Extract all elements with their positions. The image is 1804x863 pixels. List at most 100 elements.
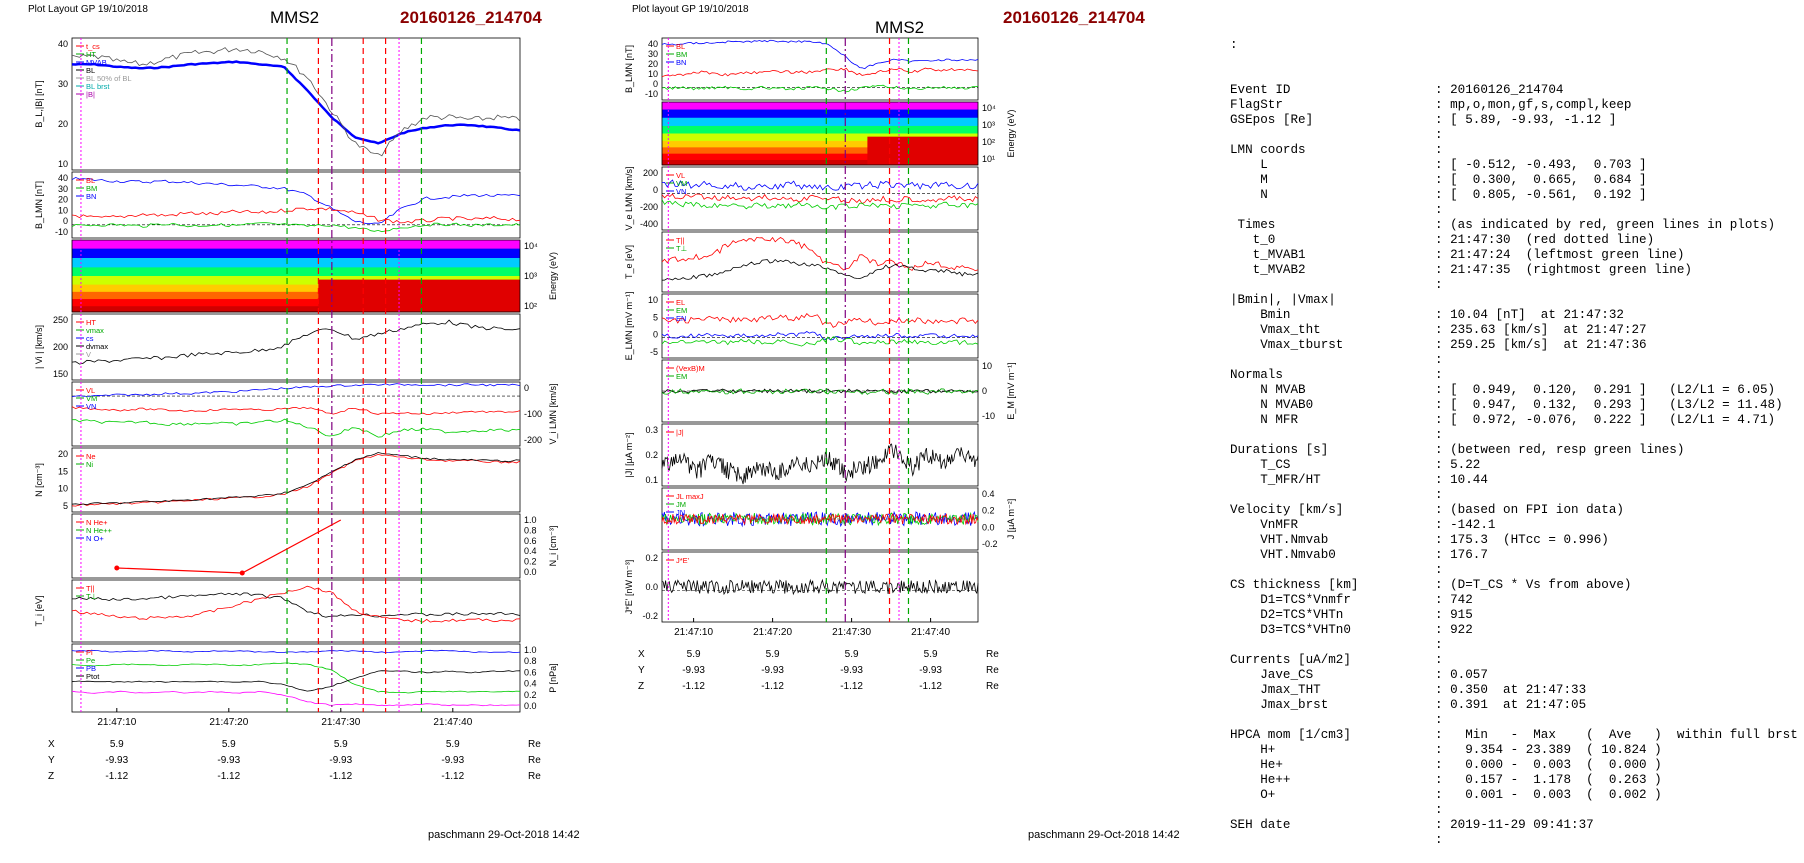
legend-label: VM [86,394,97,403]
summary-row: t_0: 21:47:30 (red dotted line) [1230,233,1804,248]
summary-key: He++ [1230,773,1291,787]
position-unit: Re [528,755,541,766]
summary-value: : 176.7 [1435,548,1488,562]
summary-top-marker: : [1230,38,1238,52]
series-line [71,222,521,233]
summary-row: D1=TCS*Vnmfr: 742 [1230,593,1804,608]
spectrogram-band [662,109,978,119]
position-unit: Re [528,771,541,782]
summary-value: : 21:47:30 (red dotted line) [1435,233,1655,247]
y-tick-label: 10¹ [982,154,995,164]
position-unit: Re [986,649,999,660]
summary-row: Velocity [km/s]: (based on FPI ion data) [1230,503,1804,518]
y-axis-label: N_i [cm⁻³] [548,526,558,567]
series-line [661,67,979,77]
middle-panel-8: 0.2 0.0 -0.2 J*E' [nW m⁻³] J*E' [624,551,979,623]
summary-row: : [1230,488,1804,503]
summary-value: : 0.057 [1435,668,1488,682]
summary-value: : [ 0.947, 0.132, 0.293 ] (L3/L2 = 11.48… [1435,398,1783,412]
summary-key: T_MFR/HT [1230,473,1321,487]
summary-key: FlagStr [1230,98,1283,112]
summary-key: LMN coords [1230,143,1306,157]
middle-footer: paschmann 29-Oct-2018 14:42 [1028,829,1180,841]
panel-frame [71,313,521,381]
series-line [661,39,979,70]
summary-key: Jmax_THT [1230,683,1321,697]
y-tick-label: 15 [58,466,68,476]
y-tick-label: 0.2 [645,450,658,460]
y-tick-label: -10 [982,411,995,421]
position-value: -1.12 [441,771,464,782]
series-line [661,236,979,272]
position-value: -1.12 [329,771,352,782]
summary-key: N [1230,188,1268,202]
summary-key: Vmax_tburst [1230,338,1344,352]
summary-value: : [1435,488,1443,502]
middle-event-id: 20160126_214704 [1003,8,1145,27]
spectrogram-band [72,258,520,268]
summary-row: N MVAB: [ 0.949, 0.120, 0.291 ] (L2/L1 =… [1230,383,1804,398]
y-tick-label: 0 [982,386,987,396]
y-tick-label: 0.2 [982,506,995,516]
position-unit: Re [986,665,999,676]
summary-row: t_MVAB2: 21:47:35 (rightmost green line) [1230,263,1804,278]
summary-key: H+ [1230,743,1276,757]
legend-label: T⊥ [86,592,98,601]
y-axis-label: B_LMN [nT] [624,45,634,93]
panel-frame [661,166,979,231]
summary-value: : 20160126_214704 [1435,83,1564,97]
y-tick-label: 30 [648,49,658,59]
summary-row: : [1230,833,1804,848]
y-tick-label: 0.2 [645,553,658,563]
series-line [661,388,979,394]
y-tick-label: -0.2 [642,611,658,621]
position-value: -1.12 [919,681,942,692]
spectrogram-band [72,291,520,300]
left-panel-6: 1.00.80.60.40.20.0 N_i [cm⁻³] N He+N He++N… [71,513,558,579]
data-point [114,565,120,571]
legend-label: VN [86,402,96,411]
y-axis-label: T_e [eV] [624,245,634,279]
y-tick-label: -100 [524,409,542,419]
position-unit: Re [528,739,541,750]
summary-value: : 2019-11-29 09:41:37 [1435,818,1594,832]
panel-frame [71,239,521,313]
y-tick-label: 10 [58,205,68,215]
series-line [71,47,521,157]
position-unit: Re [986,681,999,692]
panel-frame [71,381,521,447]
legend-label: N O+ [86,534,104,543]
summary-value: : 175.3 (HTcc = 0.996) [1435,533,1609,547]
legend-label: vmax [86,326,104,335]
summary-key: VnMFR [1230,518,1299,532]
summary-row: Vmax_tht: 235.63 [km/s] at 21:47:27 [1230,323,1804,338]
y-tick-label: 40 [58,173,68,183]
panel-frame [661,423,979,487]
summary-value: : (between red, resp green lines) [1435,443,1685,457]
left-panel-7: T_i [eV] T||T⊥ [34,579,521,643]
summary-value: : [1435,833,1443,847]
position-value: 5.9 [766,649,780,660]
series-line [71,585,521,623]
summary-row: SEH date: 2019-11-29 09:41:37 [1230,818,1804,833]
y-tick-label: 0.0 [645,582,658,592]
position-row-label: X [638,649,645,660]
legend-label: BN [86,192,96,201]
summary-row: N MVAB0: [ 0.947, 0.132, 0.293 ] (L3/L2 … [1230,398,1804,413]
summary-key: Times [1230,218,1276,232]
summary-value: : [1435,368,1443,382]
series-line [661,258,979,281]
summary-value: : 0.350 at 21:47:33 [1435,683,1587,697]
panel-frame [71,37,521,171]
summary-key: O+ [1230,788,1276,802]
series-line [71,406,521,415]
y-tick-label: 30 [58,184,68,194]
spectrogram-band [72,306,520,313]
legend-label: |J| [676,428,684,437]
summary-key: |Bmin|, |Vmax| [1230,293,1336,307]
summary-row: t_MVAB1: 21:47:24 (leftmost green line) [1230,248,1804,263]
summary-value: : 915 [1435,608,1473,622]
legend-label: Ni [86,460,93,469]
